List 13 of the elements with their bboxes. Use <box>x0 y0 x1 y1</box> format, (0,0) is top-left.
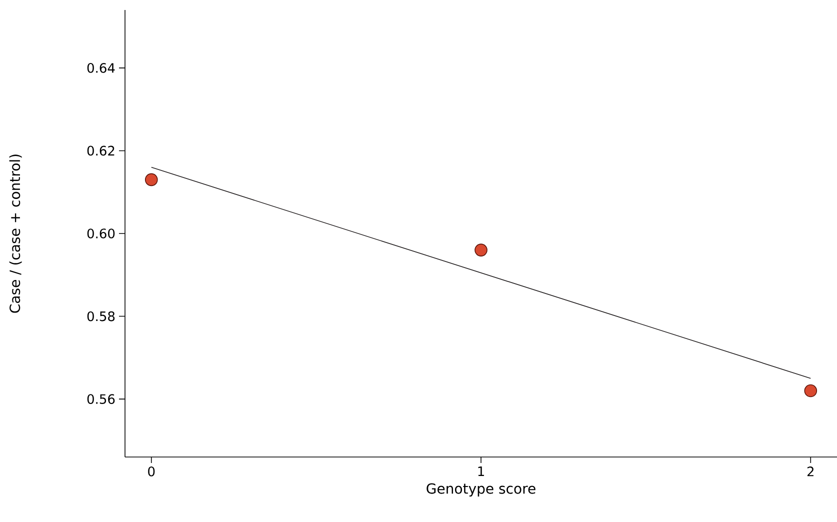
point <box>804 384 818 398</box>
x-tick-label: 1 <box>478 466 484 476</box>
y-tick-label: 0.60 <box>87 228 115 238</box>
x-tick-label: 2 <box>807 466 814 476</box>
point <box>144 173 158 186</box>
y-tick-label: 0.58 <box>87 311 115 322</box>
x-tick-label: 0 <box>148 466 155 476</box>
y-tick-label: 0.56 <box>87 394 115 404</box>
point <box>474 244 488 256</box>
x-axis-title: Genotype score <box>426 483 536 497</box>
y-tick-label: 0.64 <box>87 63 115 73</box>
y-axis-title: Case / (case + control) <box>9 154 22 313</box>
y-tick-label: 0.62 <box>87 146 114 156</box>
